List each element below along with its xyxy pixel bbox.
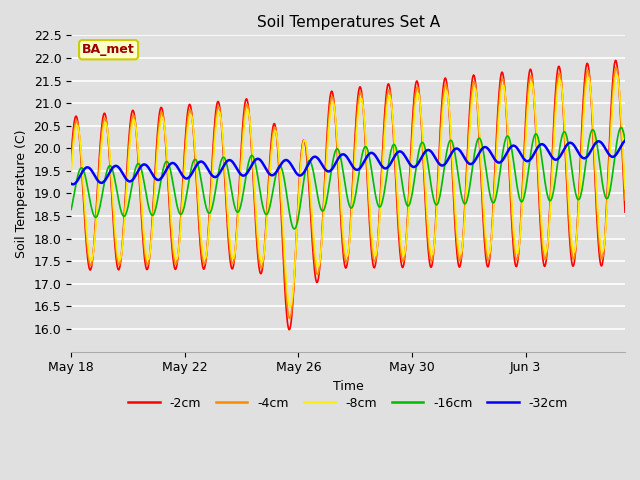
Title: Soil Temperatures Set A: Soil Temperatures Set A (257, 15, 440, 30)
Text: BA_met: BA_met (82, 43, 135, 56)
Y-axis label: Soil Temperature (C): Soil Temperature (C) (15, 129, 28, 258)
Legend: -2cm, -4cm, -8cm, -16cm, -32cm: -2cm, -4cm, -8cm, -16cm, -32cm (124, 392, 573, 415)
X-axis label: Time: Time (333, 380, 364, 393)
